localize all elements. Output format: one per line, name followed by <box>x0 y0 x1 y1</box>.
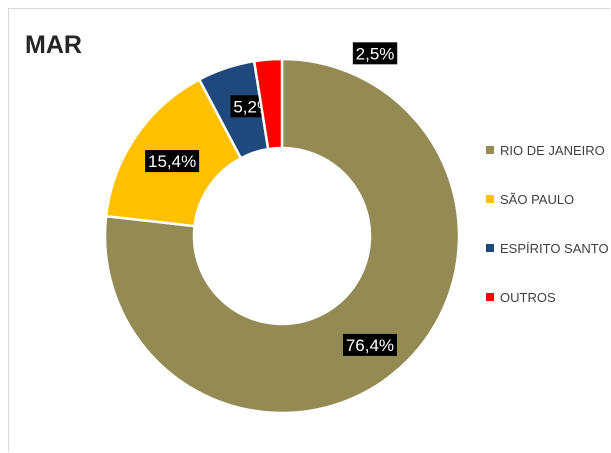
data-label-box-sao-paulo <box>145 150 200 173</box>
legend-item-sao-paulo[interactable]: SÃO PAULO <box>486 189 574 209</box>
chart-frame <box>8 8 610 452</box>
legend-label-outros: OUTROS <box>500 289 556 305</box>
legend-item-outros[interactable]: OUTROS <box>486 287 556 307</box>
chart-title: MAR <box>25 31 82 59</box>
slice-rio-de-janeiro[interactable] <box>103 57 461 415</box>
data-label-sao-paulo: 15,4% <box>148 152 196 171</box>
legend-item-espirito-santo[interactable]: ESPÍRITO SANTO <box>486 238 609 258</box>
data-label-rio-de-janeiro: 76,4% <box>346 336 394 355</box>
data-label-outros: 2,5% <box>356 44 395 63</box>
legend-swatch-espirito-santo <box>486 244 494 252</box>
legend-label-espirito-santo: ESPÍRITO SANTO <box>500 240 609 256</box>
legend-label-rio-de-janeiro: RIO DE JANEIRO <box>500 142 605 158</box>
data-label-box-rio-de-janeiro <box>342 333 397 356</box>
legend-item-rio-de-janeiro[interactable]: RIO DE JANEIRO <box>486 140 605 160</box>
legend-label-sao-paulo: SÃO PAULO <box>500 191 575 207</box>
legend-swatch-outros <box>486 293 494 301</box>
legend-swatch-sao-paulo <box>486 195 494 203</box>
data-label-box-outros <box>352 42 398 65</box>
legend-swatch-rio-de-janeiro <box>486 146 494 154</box>
slice-outros[interactable] <box>252 57 284 151</box>
